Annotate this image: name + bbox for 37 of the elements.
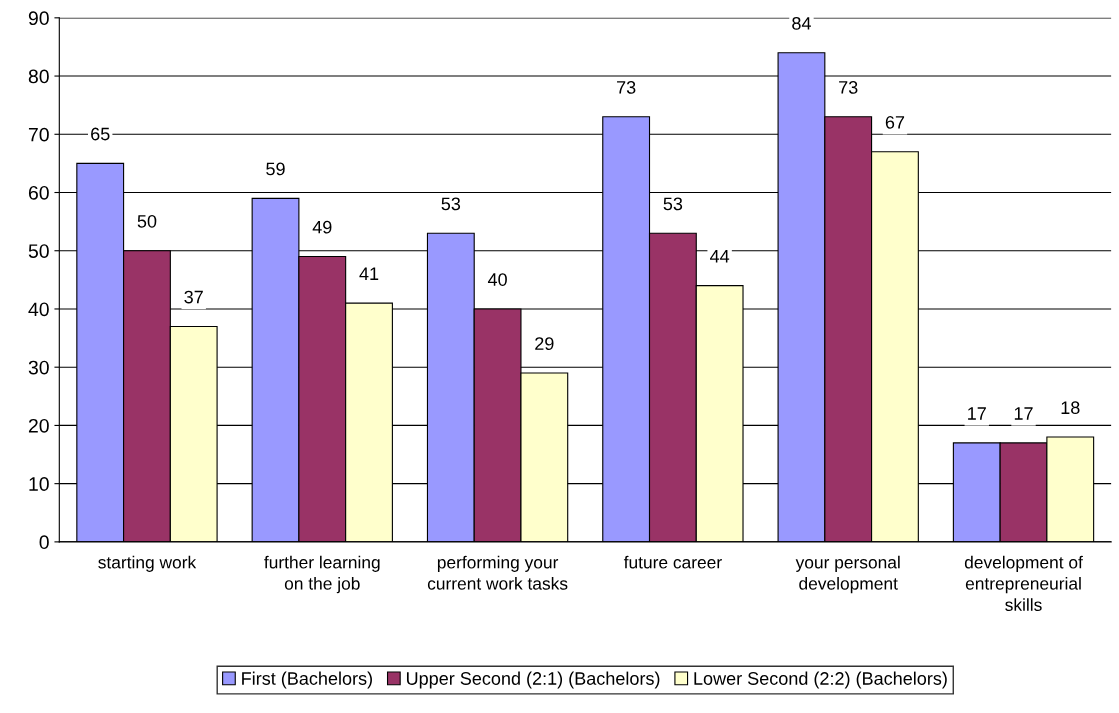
x-tick-label: your personal development [795, 555, 900, 594]
legend-label: Upper Second (2:1) (Bachelors) [406, 671, 660, 689]
y-tick-label: 30 [28, 360, 49, 375]
y-tick-label: 20 [28, 418, 49, 433]
data-label: 17 [1014, 407, 1033, 420]
legend-label: Lower Second (2:2) (Bachelors) [694, 671, 947, 689]
y-tick-label: 70 [28, 127, 49, 142]
y-tick-label: 10 [29, 477, 49, 491]
data-label: 50 [137, 214, 157, 228]
data-label: 53 [441, 197, 461, 211]
data-label: 37 [184, 290, 203, 304]
data-label: 59 [266, 162, 285, 176]
data-label: 65 [91, 127, 110, 141]
data-label: 17 [968, 407, 986, 420]
data-label: 73 [617, 81, 636, 94]
legend-label: First (Bachelors) [242, 671, 372, 689]
y-tick-label: 40 [28, 302, 49, 317]
x-tick-label: performing your current work tasks [427, 555, 568, 590]
data-label: 53 [663, 197, 683, 211]
x-tick-label: further learning on the job [264, 555, 380, 594]
x-tick-label: future career [623, 555, 722, 569]
y-tick-label: 90 [28, 11, 49, 26]
data-label: 49 [312, 220, 332, 234]
y-tick-label: 80 [28, 69, 49, 84]
data-label: 73 [839, 81, 858, 94]
data-label: 41 [359, 267, 379, 280]
y-tick-label: 0 [39, 535, 49, 550]
data-label: 29 [535, 337, 554, 350]
x-tick-label: starting work [98, 555, 197, 572]
data-label: 67 [885, 115, 905, 129]
data-label: 84 [792, 16, 811, 30]
data-label: 18 [1061, 401, 1080, 415]
data-label: 40 [487, 273, 507, 286]
x-tick-label: development of entrepreneurial skills [964, 555, 1083, 611]
y-tick-label: 60 [28, 185, 49, 200]
data-label: 44 [710, 250, 730, 263]
y-tick-label: 50 [28, 244, 49, 258]
